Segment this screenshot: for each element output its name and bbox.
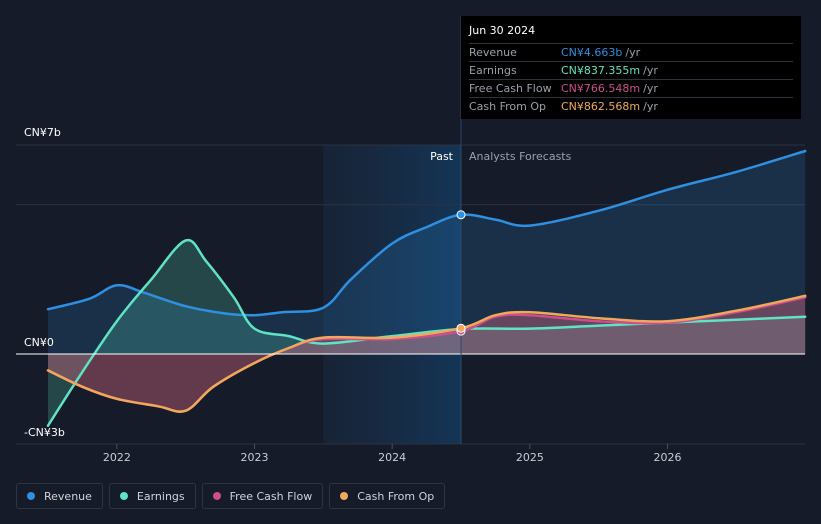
x-tick-label: 2024 xyxy=(378,451,406,464)
y-label-bottom: -CN¥3b xyxy=(24,426,65,439)
legend-dot-icon xyxy=(340,492,349,500)
legend-item-cash-from-op[interactable]: Cash From Op xyxy=(329,483,446,509)
tooltip-row-fcf: Free Cash Flow CN¥766.548m /yr xyxy=(469,79,793,97)
tooltip-value: CN¥766.548m xyxy=(561,82,641,95)
tooltip-row-cfo: Cash From Op CN¥862.568m /yr xyxy=(469,97,793,115)
legend-label: Free Cash Flow xyxy=(229,489,313,503)
tooltip-row-earnings: Earnings CN¥837.355m /yr xyxy=(469,61,793,79)
legend-dot-icon xyxy=(212,492,221,500)
y-label-zero: CN¥0 xyxy=(24,336,54,349)
legend-item-revenue[interactable]: Revenue xyxy=(16,483,103,509)
legend-label: Earnings xyxy=(136,489,185,503)
tooltip-value: CN¥4.663b xyxy=(561,46,623,59)
past-label: Past xyxy=(430,150,454,163)
series-line-1 xyxy=(46,238,807,427)
forecast-label: Analysts Forecasts xyxy=(469,150,572,163)
x-tick-label: 2023 xyxy=(241,451,269,464)
legend: Revenue Earnings Free Cash Flow Cash Fro… xyxy=(16,483,446,511)
tooltip-value: CN¥837.355m xyxy=(561,64,641,77)
x-tick-label: 2026 xyxy=(654,451,682,464)
x-tick-label: 2025 xyxy=(516,451,544,464)
tooltip-unit: /yr xyxy=(643,82,658,95)
legend-dot-icon xyxy=(119,492,128,500)
legend-item-free-cash-flow[interactable]: Free Cash Flow xyxy=(201,483,324,509)
tooltip-unit: /yr xyxy=(643,100,658,113)
legend-label: Revenue xyxy=(44,489,92,503)
tooltip-row-revenue: Revenue CN¥4.663b /yr xyxy=(469,43,793,61)
tooltip-label: Earnings xyxy=(469,64,517,77)
tooltip-label: Free Cash Flow xyxy=(469,82,552,95)
marker-3 xyxy=(456,323,466,333)
tooltip-value: CN¥862.568m xyxy=(561,100,641,113)
past-region xyxy=(323,145,461,444)
legend-dot-icon xyxy=(27,492,35,500)
series-line-3 xyxy=(46,294,807,413)
y-label-top: CN¥7b xyxy=(24,126,61,139)
legend-item-earnings[interactable]: Earnings xyxy=(108,483,196,509)
tooltip-label: Cash From Op xyxy=(469,100,547,113)
tooltip-unit: /yr xyxy=(625,46,641,59)
legend-label: Cash From Op xyxy=(357,489,435,503)
series-line-0 xyxy=(46,149,807,317)
tooltip: Jun 30 2024 Revenue CN¥4.663b /yr Earnin… xyxy=(461,16,801,119)
tooltip-unit: /yr xyxy=(643,64,658,77)
tooltip-label: Revenue xyxy=(469,46,517,59)
x-tick-label: 2022 xyxy=(103,451,131,464)
marker-0 xyxy=(456,210,466,220)
tooltip-date: Jun 30 2024 xyxy=(469,24,536,37)
series-area-0 xyxy=(48,151,806,354)
